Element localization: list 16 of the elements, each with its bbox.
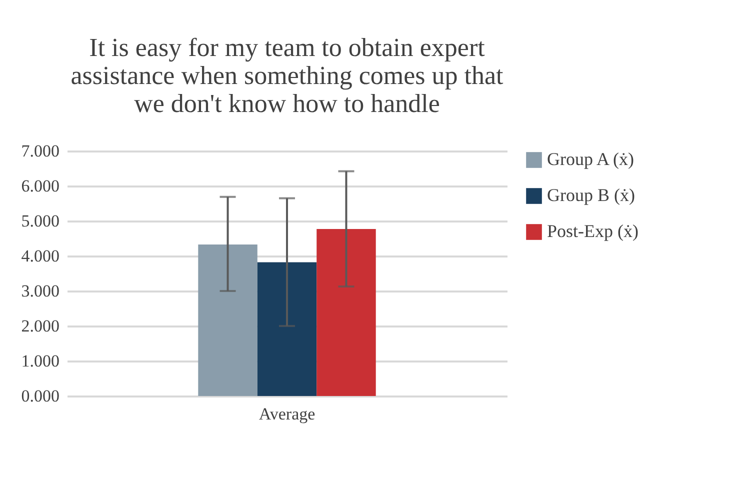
bar [198,244,258,396]
y-tick-label: 6.000 [21,176,60,196]
y-tick-label: 3.000 [21,282,60,300]
y-tick-label: 2.000 [21,316,60,336]
y-tick-label: 7.000 [21,142,60,160]
y-tick-label: 4.000 [21,246,60,266]
bar [257,262,317,396]
legend-label: Group A (ẋ) [547,149,634,169]
chart-title: It is easy for my team to obtain expert assistance when something comes up that we don't know how to handle [70,33,504,118]
y-tick-label: 0.000 [21,386,60,406]
y-tick-label: 5.000 [21,212,60,230]
legend-label: Group B (ẋ) [547,185,635,205]
bar [316,229,376,396]
y-tick-label: 1.000 [21,352,60,370]
x-tick-label: Average [258,404,316,424]
legend-label: Post-Exp (ẋ) [547,221,638,241]
